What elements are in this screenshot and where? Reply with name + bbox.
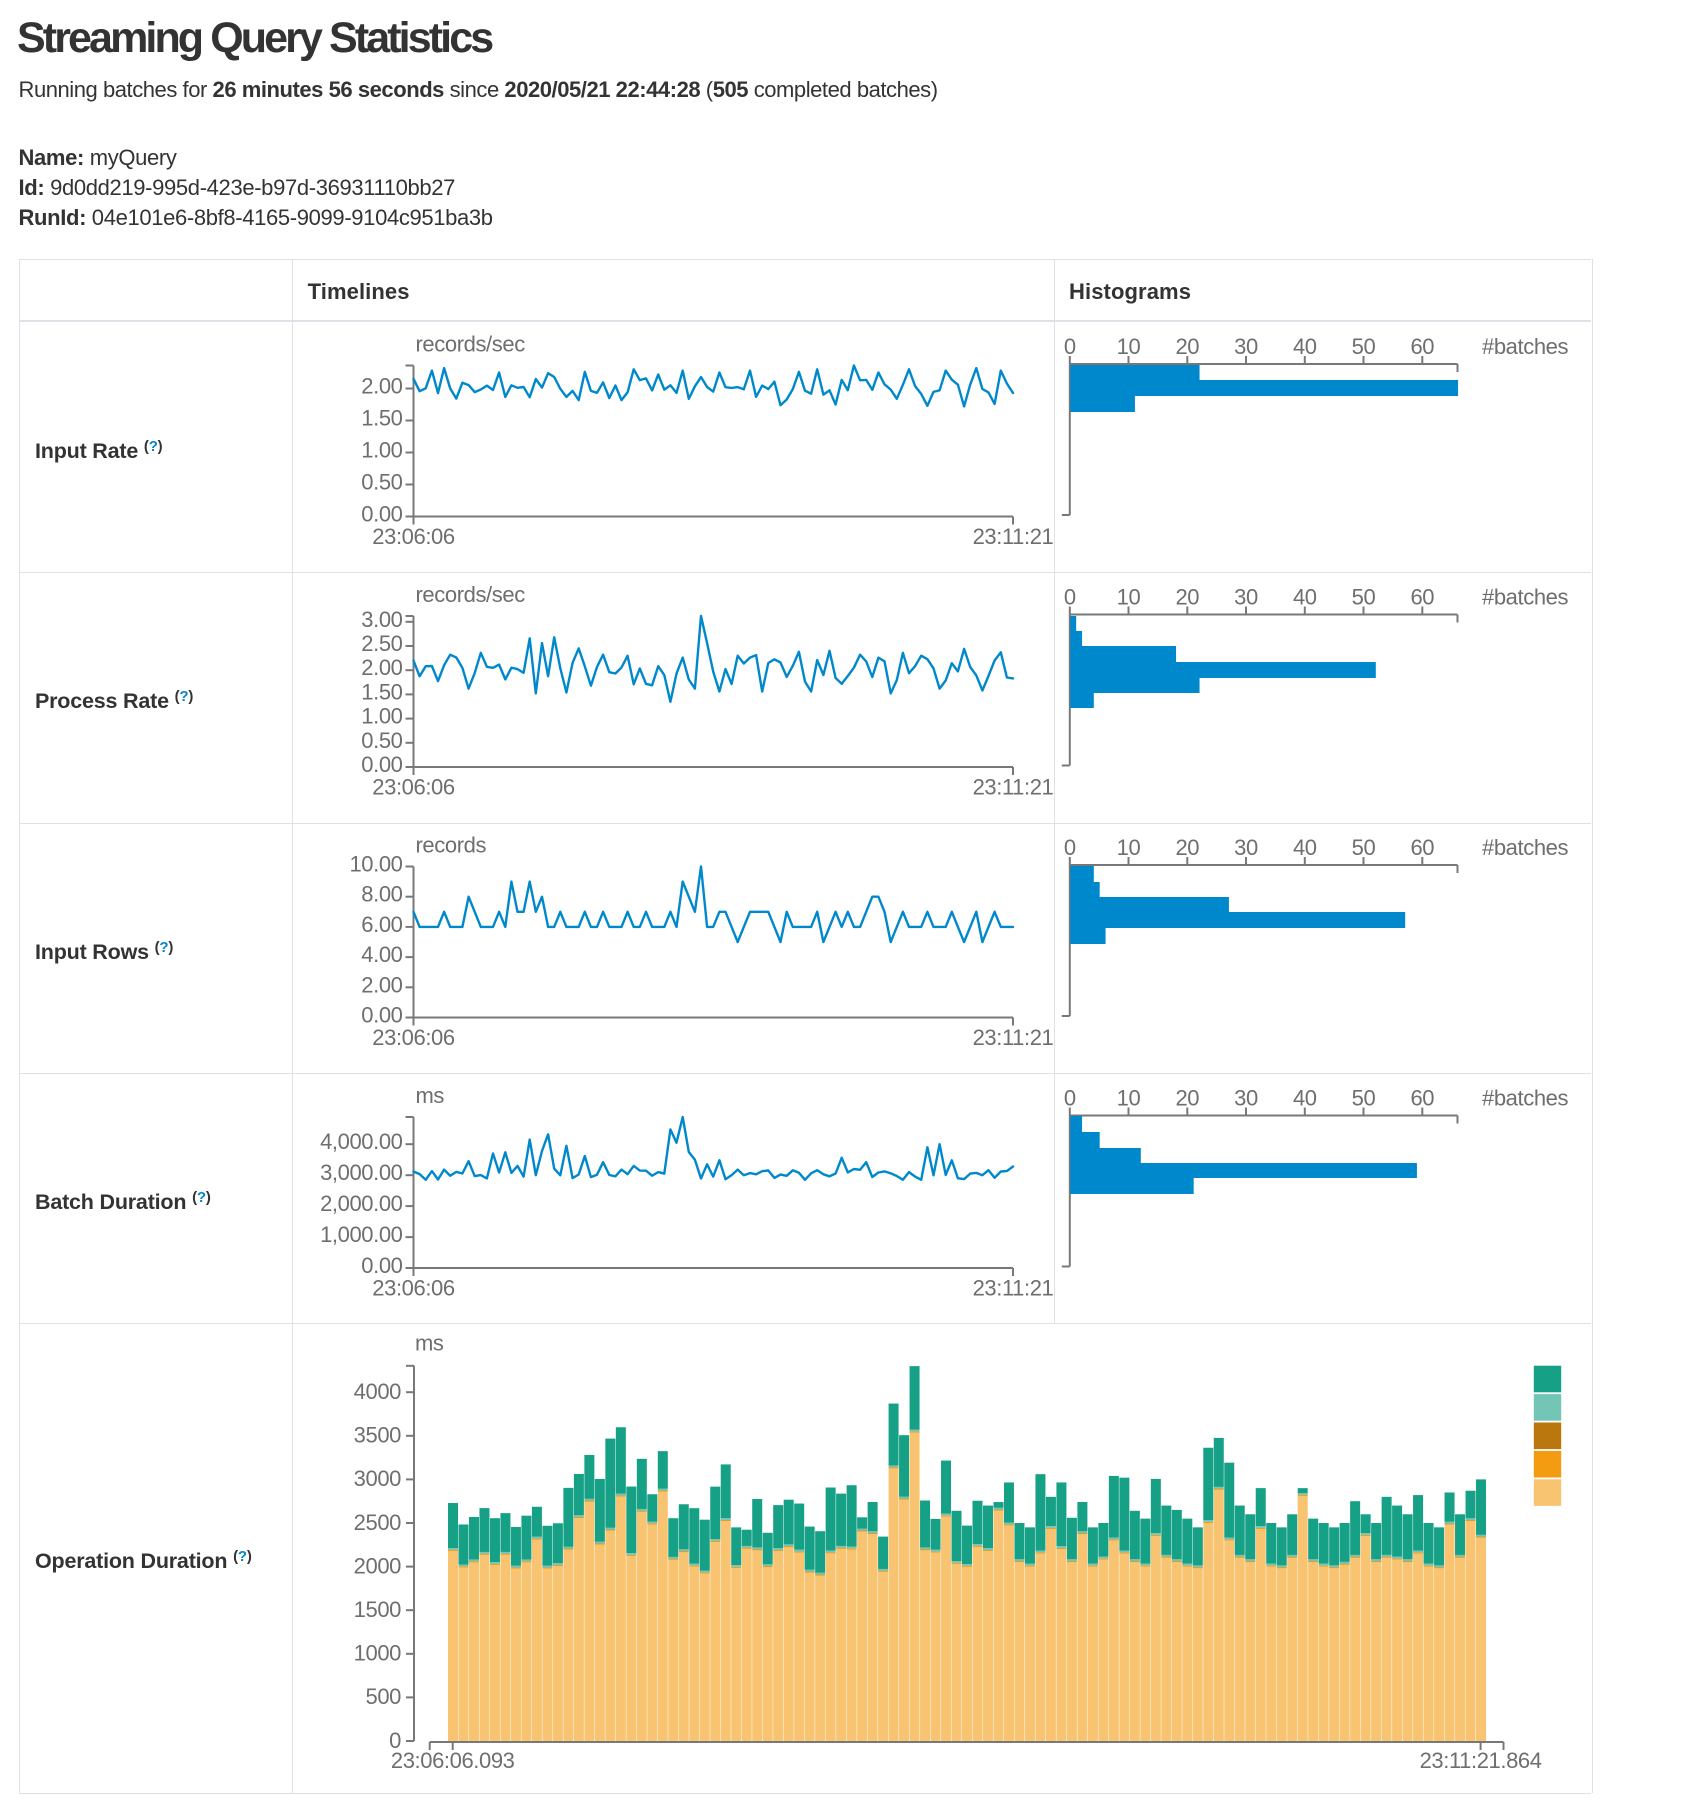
svg-text:10.00: 10.00: [349, 852, 402, 877]
svg-text:23:06:06.093: 23:06:06.093: [391, 1748, 515, 1773]
svg-text:2000: 2000: [354, 1553, 402, 1578]
svg-text:40: 40: [1293, 1085, 1317, 1110]
svg-text:3500: 3500: [354, 1423, 402, 1448]
svg-text:40: 40: [1293, 584, 1317, 609]
svg-text:1000: 1000: [354, 1641, 402, 1666]
svg-text:23:11:21: 23:11:21: [973, 524, 1054, 549]
svg-text:1,000.00: 1,000.00: [320, 1222, 403, 1247]
svg-text:6.00: 6.00: [361, 912, 402, 937]
svg-text:ms: ms: [416, 1083, 445, 1108]
svg-text:3.00: 3.00: [361, 607, 402, 632]
svg-text:records/sec: records/sec: [416, 331, 526, 356]
svg-text:23:06:06: 23:06:06: [372, 1025, 455, 1050]
svg-text:0: 0: [1064, 334, 1076, 359]
svg-text:30: 30: [1234, 835, 1258, 860]
svg-text:50: 50: [1352, 584, 1376, 609]
svg-text:23:06:06: 23:06:06: [372, 524, 455, 549]
svg-text:0.50: 0.50: [361, 470, 402, 495]
svg-text:3000: 3000: [354, 1466, 402, 1491]
svg-text:4.00: 4.00: [361, 942, 402, 967]
svg-text:0: 0: [1064, 1085, 1076, 1110]
svg-text:2,000.00: 2,000.00: [320, 1191, 403, 1216]
svg-text:20: 20: [1175, 584, 1199, 609]
svg-text:0.50: 0.50: [361, 728, 402, 753]
svg-text:50: 50: [1352, 835, 1376, 860]
svg-text:500: 500: [365, 1684, 401, 1709]
svg-text:20: 20: [1175, 1085, 1199, 1110]
svg-text:10: 10: [1117, 835, 1141, 860]
svg-text:40: 40: [1293, 334, 1317, 359]
svg-text:40: 40: [1293, 835, 1317, 860]
svg-text:23:11:21.864: 23:11:21.864: [1420, 1748, 1542, 1773]
svg-text:23:11:21: 23:11:21: [973, 1025, 1054, 1050]
svg-text:records/sec: records/sec: [416, 582, 526, 607]
svg-text:#batches: #batches: [1482, 584, 1568, 609]
svg-text:23:06:06: 23:06:06: [372, 1276, 455, 1301]
svg-text:60: 60: [1410, 1085, 1434, 1110]
svg-text:0: 0: [1064, 835, 1076, 860]
svg-text:30: 30: [1234, 584, 1258, 609]
svg-text:0.00: 0.00: [361, 1253, 402, 1278]
svg-text:2.00: 2.00: [361, 374, 402, 399]
svg-text:2.00: 2.00: [361, 972, 402, 997]
svg-text:1.00: 1.00: [361, 438, 402, 463]
svg-text:records: records: [416, 832, 487, 857]
svg-text:2500: 2500: [354, 1510, 402, 1535]
svg-text:1500: 1500: [354, 1597, 402, 1622]
svg-text:1.50: 1.50: [361, 406, 402, 431]
svg-text:10: 10: [1117, 584, 1141, 609]
svg-text:10: 10: [1117, 1085, 1141, 1110]
svg-text:8.00: 8.00: [361, 882, 402, 907]
svg-text:30: 30: [1234, 334, 1258, 359]
svg-text:50: 50: [1352, 1085, 1376, 1110]
svg-text:60: 60: [1410, 334, 1434, 359]
svg-text:30: 30: [1234, 1085, 1258, 1110]
svg-text:1.00: 1.00: [361, 704, 402, 729]
svg-text:20: 20: [1175, 835, 1199, 860]
svg-text:0.00: 0.00: [361, 1003, 402, 1028]
svg-text:#batches: #batches: [1482, 334, 1568, 359]
svg-text:60: 60: [1410, 584, 1434, 609]
svg-text:0: 0: [389, 1728, 401, 1753]
svg-text:3,000.00: 3,000.00: [320, 1160, 403, 1185]
svg-text:4,000.00: 4,000.00: [320, 1129, 403, 1154]
svg-text:ms: ms: [415, 1331, 444, 1356]
svg-text:2.50: 2.50: [361, 631, 402, 656]
svg-text:1.50: 1.50: [361, 679, 402, 704]
svg-text:#batches: #batches: [1482, 1085, 1568, 1110]
svg-text:4000: 4000: [354, 1379, 402, 1404]
svg-text:#batches: #batches: [1482, 835, 1568, 860]
svg-text:23:06:06: 23:06:06: [372, 775, 455, 800]
svg-text:10: 10: [1117, 334, 1141, 359]
svg-text:0.00: 0.00: [361, 752, 402, 777]
svg-text:0.00: 0.00: [361, 502, 402, 527]
svg-text:2.00: 2.00: [361, 655, 402, 680]
svg-text:0: 0: [1064, 584, 1076, 609]
svg-text:20: 20: [1175, 334, 1199, 359]
svg-text:60: 60: [1410, 835, 1434, 860]
svg-text:23:11:21: 23:11:21: [973, 775, 1054, 800]
svg-text:50: 50: [1352, 334, 1376, 359]
svg-text:23:11:21: 23:11:21: [973, 1276, 1054, 1301]
